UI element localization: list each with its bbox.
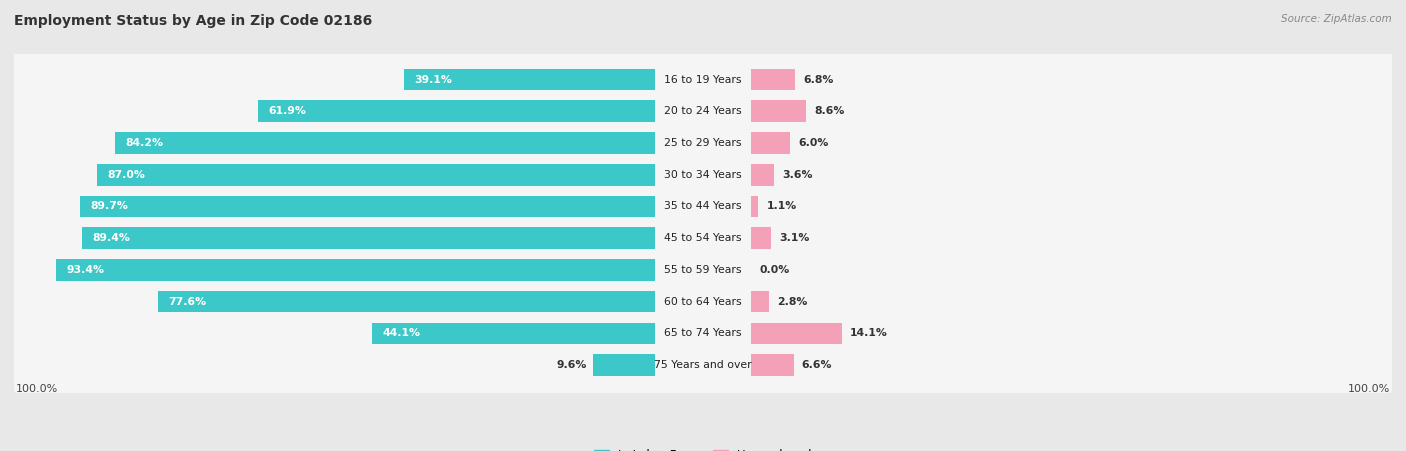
Text: 1.1%: 1.1% [766, 202, 797, 212]
Text: Source: ZipAtlas.com: Source: ZipAtlas.com [1281, 14, 1392, 23]
FancyBboxPatch shape [13, 242, 1393, 298]
Text: 84.2%: 84.2% [125, 138, 163, 148]
FancyBboxPatch shape [13, 337, 1393, 393]
Bar [80, 196, 655, 217]
Text: 65 to 74 Years: 65 to 74 Years [664, 328, 742, 338]
Bar [593, 354, 655, 376]
Text: 100.0%: 100.0% [1347, 384, 1391, 394]
Text: 6.8%: 6.8% [803, 74, 834, 84]
Text: 8.6%: 8.6% [814, 106, 845, 116]
Text: 14.1%: 14.1% [849, 328, 887, 338]
Bar [751, 132, 790, 154]
FancyBboxPatch shape [13, 305, 1393, 361]
FancyBboxPatch shape [13, 147, 1393, 202]
Bar [97, 164, 655, 185]
Text: 44.1%: 44.1% [382, 328, 420, 338]
Text: 100.0%: 100.0% [15, 384, 59, 394]
FancyBboxPatch shape [13, 83, 1393, 139]
Text: 6.0%: 6.0% [799, 138, 828, 148]
Text: 3.6%: 3.6% [783, 170, 813, 179]
Text: 0.0%: 0.0% [759, 265, 790, 275]
Text: 60 to 64 Years: 60 to 64 Years [664, 297, 742, 307]
Bar [751, 101, 806, 122]
Bar [373, 322, 655, 344]
Text: 9.6%: 9.6% [555, 360, 586, 370]
Text: 55 to 59 Years: 55 to 59 Years [664, 265, 742, 275]
Text: 30 to 34 Years: 30 to 34 Years [664, 170, 742, 179]
Text: 3.1%: 3.1% [779, 233, 810, 243]
Bar [751, 196, 758, 217]
Bar [751, 354, 793, 376]
FancyBboxPatch shape [13, 51, 1393, 107]
Text: 2.8%: 2.8% [778, 297, 808, 307]
Bar [56, 259, 655, 281]
Text: 45 to 54 Years: 45 to 54 Years [664, 233, 742, 243]
Bar [115, 132, 655, 154]
Bar [751, 322, 842, 344]
Bar [259, 101, 655, 122]
Text: 77.6%: 77.6% [167, 297, 207, 307]
Text: 6.6%: 6.6% [801, 360, 832, 370]
Text: 61.9%: 61.9% [269, 106, 307, 116]
FancyBboxPatch shape [13, 210, 1393, 266]
Bar [405, 69, 655, 90]
Bar [82, 227, 655, 249]
Text: 35 to 44 Years: 35 to 44 Years [664, 202, 742, 212]
Text: 39.1%: 39.1% [415, 74, 453, 84]
Text: 87.0%: 87.0% [108, 170, 146, 179]
FancyBboxPatch shape [13, 274, 1393, 330]
Text: Employment Status by Age in Zip Code 02186: Employment Status by Age in Zip Code 021… [14, 14, 373, 28]
Text: 20 to 24 Years: 20 to 24 Years [664, 106, 742, 116]
Bar [751, 69, 794, 90]
Text: 93.4%: 93.4% [66, 265, 104, 275]
Bar [751, 227, 770, 249]
Legend: In Labor Force, Unemployed: In Labor Force, Unemployed [589, 444, 817, 451]
Text: 25 to 29 Years: 25 to 29 Years [664, 138, 742, 148]
Text: 89.7%: 89.7% [90, 202, 128, 212]
FancyBboxPatch shape [13, 115, 1393, 171]
Text: 16 to 19 Years: 16 to 19 Years [664, 74, 742, 84]
FancyBboxPatch shape [13, 179, 1393, 235]
Bar [751, 164, 775, 185]
Text: 75 Years and over: 75 Years and over [654, 360, 752, 370]
Text: 89.4%: 89.4% [93, 233, 131, 243]
Bar [751, 291, 769, 313]
Bar [157, 291, 655, 313]
